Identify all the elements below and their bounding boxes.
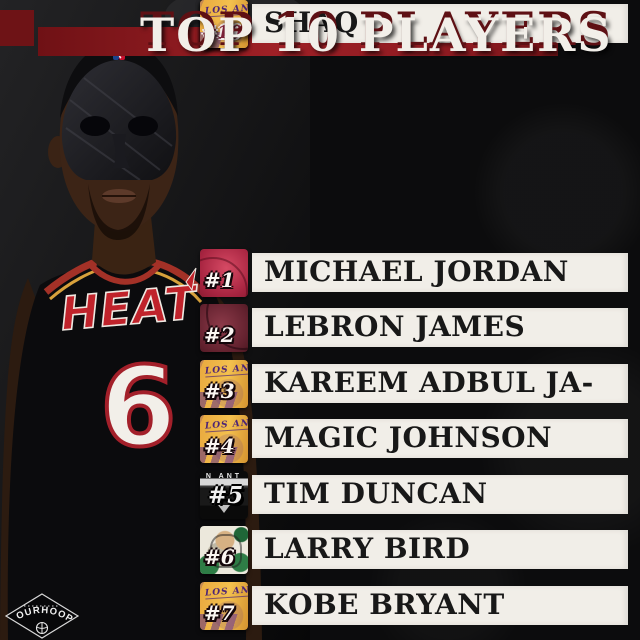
rank-label: #5 [208, 482, 244, 509]
list-item: #2 LEBRON JAMES [0, 304, 640, 352]
name-bar: MAGIC JOHNSON [252, 419, 628, 458]
name-bar: SHAQ [252, 4, 628, 43]
rank-label: #1 [204, 268, 235, 292]
list-item: #6 LARRY BIRD [0, 526, 640, 574]
player-name: MICHAEL JORDAN [264, 255, 569, 288]
player-name: KOBE BRYANT [264, 588, 505, 621]
name-bar: MICHAEL JORDAN [252, 253, 628, 292]
rank-label: #3 [204, 379, 235, 403]
list-item: #1 MICHAEL JORDAN [0, 249, 640, 297]
player-name: SHAQ [264, 6, 359, 39]
corner-accent [0, 10, 34, 46]
jersey [7, 265, 247, 640]
team-badge: #2 [200, 304, 248, 352]
list-item: LOS AN #10 SHAQ [0, 0, 640, 48]
face-mask [61, 60, 177, 180]
rank-label: #7 [204, 601, 235, 625]
team-badge: #6 [200, 526, 248, 574]
player-name: KAREEM ADBUL JA- [264, 366, 594, 399]
player-name: MAGIC JOHNSON [264, 421, 553, 454]
list-item: N ANT #5 TIM DUNCAN [0, 471, 640, 519]
name-bar: TIM DUNCAN [252, 475, 628, 514]
rank-label: #10 [202, 22, 243, 43]
ourhoops-logo: OURHOOPS [4, 592, 80, 639]
name-bar: KOBE BRYANT [252, 586, 628, 625]
rank-label: #6 [204, 545, 235, 569]
player-name: LEBRON JAMES [264, 310, 526, 343]
name-bar: LEBRON JAMES [252, 308, 628, 347]
rank-label: #4 [204, 434, 235, 458]
badge-label: N ANT [205, 473, 243, 480]
list-item: LOS AN #7 KOBE BRYANT [0, 582, 640, 630]
team-badge: #1 [200, 249, 248, 297]
team-badge: LOS AN #10 [200, 0, 248, 48]
rank-label: #2 [204, 323, 235, 347]
player-name: TIM DUNCAN [264, 477, 488, 510]
list-item: LOS AN #4 MAGIC JOHNSON [0, 415, 640, 463]
badge-label: LOS AN [204, 363, 248, 378]
jersey-team-text: HEAT [58, 275, 201, 341]
name-bar: LARRY BIRD [252, 530, 628, 569]
headband [60, 42, 178, 118]
list-item: LOS AN #3 KAREEM ADBUL JA- [0, 360, 640, 408]
jersey-number-text: 6 [100, 343, 177, 471]
badge-label: LOS AN [204, 585, 248, 600]
badge-label: LOS AN [204, 418, 248, 433]
player-name: LARRY BIRD [264, 532, 471, 565]
team-badge: LOS AN #7 [200, 582, 248, 630]
team-badge: LOS AN #3 [200, 360, 248, 408]
logo-diamond [4, 593, 80, 639]
name-bar: KAREEM ADBUL JA- [252, 364, 628, 403]
basketball-icon [35, 621, 49, 635]
page-title: TOP 10 PLAYERS [140, 8, 613, 62]
team-badge: LOS AN #4 [200, 415, 248, 463]
team-badge: N ANT #5 [200, 471, 248, 519]
beard [88, 184, 150, 240]
